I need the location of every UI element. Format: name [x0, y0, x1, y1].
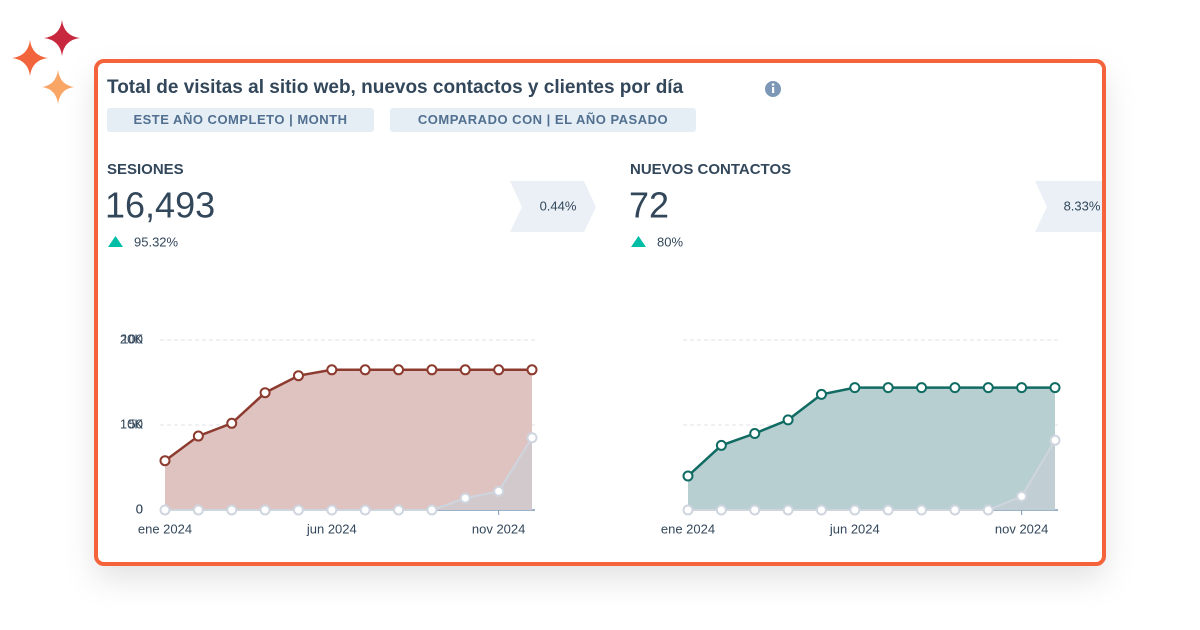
x-tick-label: ene 2024 — [138, 521, 192, 536]
data-point — [159, 504, 171, 516]
filter-chip[interactable] — [390, 108, 696, 132]
data-point — [159, 455, 171, 467]
y-tick-label: 100 — [121, 331, 143, 346]
data-point — [359, 504, 371, 516]
data-point — [949, 382, 961, 394]
data-point — [459, 492, 471, 504]
data-point — [259, 504, 271, 516]
series-line — [165, 437, 533, 511]
metric-label: NUEVOS CONTACTOS — [630, 161, 791, 178]
series-line — [164, 368, 532, 462]
data-point — [292, 370, 304, 382]
report-card: Total de visitas al sitio web, nuevos co… — [105, 77, 1102, 536]
data-point — [1049, 382, 1061, 394]
up-arrow — [108, 236, 123, 247]
data-point — [459, 364, 471, 376]
y-tick-label: 0 — [136, 501, 143, 516]
sparkle — [44, 20, 80, 56]
data-point — [493, 485, 505, 497]
series-line — [688, 439, 1056, 511]
data-point — [226, 417, 238, 429]
data-point — [526, 432, 538, 444]
metric-value: 72 — [629, 185, 669, 226]
sparkle — [42, 70, 74, 104]
data-point — [493, 364, 505, 376]
data-point — [1016, 490, 1028, 502]
data-point — [882, 504, 894, 516]
y-tick-label: 20K — [120, 331, 143, 346]
comparison-value: 0.44% — [540, 198, 577, 213]
data-point — [849, 382, 861, 394]
data-point — [326, 504, 338, 516]
comparison-badge — [510, 181, 596, 232]
data-point — [682, 504, 694, 516]
comparison-area — [688, 440, 1055, 510]
data-point — [815, 388, 827, 400]
data-point — [259, 387, 271, 399]
data-point — [1016, 382, 1028, 394]
series-line — [687, 386, 1055, 477]
data-point — [916, 382, 928, 394]
report-title: Total de visitas al sitio web, nuevos co… — [107, 77, 684, 98]
data-point — [192, 504, 204, 516]
comparison-badge — [1035, 181, 1102, 232]
data-point — [715, 504, 727, 516]
data-point — [682, 470, 694, 482]
data-point — [393, 504, 405, 516]
comparison-area — [165, 437, 532, 510]
data-point — [292, 504, 304, 516]
data-point — [782, 414, 794, 426]
x-tick-label: jun 2024 — [306, 521, 357, 536]
sparkle — [12, 40, 48, 76]
data-point — [226, 504, 238, 516]
x-tick-label: jun 2024 — [829, 521, 880, 536]
data-point — [715, 439, 727, 451]
data-point — [326, 364, 338, 376]
data-point — [426, 364, 438, 376]
line-chart: 0 50 100 ene 2024 jun 2024 nov 2024 — [121, 331, 1061, 536]
y-tick-label: 10K — [120, 416, 143, 431]
highlight-border — [94, 59, 1106, 566]
filter-label: ESTE AÑO COMPLETO | MONTH — [133, 112, 347, 127]
x-tick-label: nov 2024 — [995, 521, 1049, 536]
metric-change: 80% — [657, 234, 683, 249]
series-area — [688, 387, 1055, 510]
data-point — [782, 504, 794, 516]
data-point — [815, 504, 827, 516]
comparison-value: 8.33% — [1064, 198, 1101, 213]
data-point — [982, 382, 994, 394]
data-point — [749, 504, 761, 516]
data-point — [849, 504, 861, 516]
data-point — [749, 428, 761, 439]
data-point — [949, 504, 961, 516]
data-point — [882, 382, 894, 394]
up-arrow — [631, 236, 646, 247]
x-tick-label: nov 2024 — [472, 521, 526, 536]
series-area — [165, 369, 532, 510]
y-tick-label: 50 — [129, 416, 143, 431]
data-point — [1049, 434, 1061, 446]
data-point — [426, 504, 438, 516]
data-point — [359, 364, 371, 376]
data-point — [916, 504, 928, 516]
metric-label: SESIONES — [107, 161, 184, 178]
x-tick-label: ene 2024 — [661, 521, 715, 536]
data-point — [982, 504, 994, 516]
metric-value: 16,493 — [105, 185, 215, 226]
y-tick-label: 0 — [136, 501, 143, 516]
filter-label: COMPARADO CON | EL AÑO PASADO — [418, 112, 668, 127]
info-icon[interactable] — [765, 81, 781, 97]
filter-chip[interactable] — [107, 108, 374, 132]
data-point — [393, 364, 405, 376]
data-point — [526, 364, 538, 376]
data-point — [192, 430, 204, 442]
metric-change: 95.32% — [134, 234, 179, 249]
line-chart: 0 10K 20K ene 2024 jun 2024 nov 2024 — [120, 331, 538, 536]
